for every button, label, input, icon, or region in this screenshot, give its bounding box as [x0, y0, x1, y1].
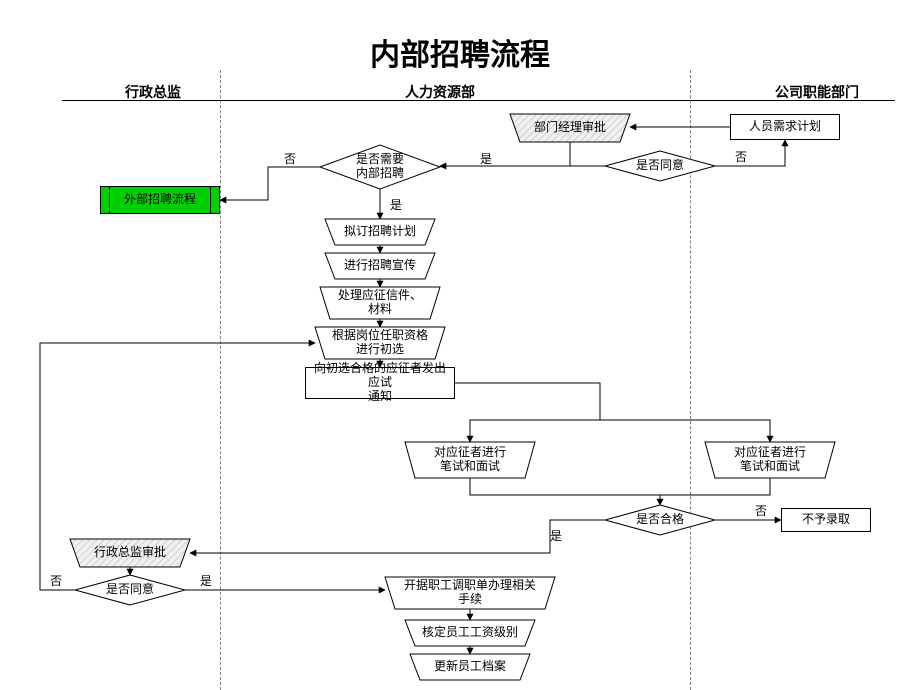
node-reject: 不予录取 [781, 508, 871, 532]
edge-label-no-4: 否 [50, 572, 62, 589]
node-label: 对应征者进行 笔试和面试 [705, 442, 835, 478]
page-title: 内部招聘流程 [0, 30, 920, 74]
node-label: 开据职工调职单办理相关 手续 [385, 577, 555, 609]
node-label: 向初选合格的应征者发出应试 通知 [310, 362, 450, 403]
node-label: 拟订招聘计划 [325, 219, 435, 245]
node-label: 核定员工工资级别 [405, 620, 535, 646]
edge-label-no-2: 否 [284, 150, 296, 167]
node-staff-plan: 人员需求计划 [730, 114, 840, 140]
edge-label-yes-2: 是 [390, 196, 402, 213]
node-label: 人员需求计划 [749, 120, 821, 134]
node-label: 根据岗位任职资格 进行初选 [315, 327, 445, 359]
lane-divider-1 [220, 70, 221, 690]
node-label: 行政总监审批 [70, 539, 190, 567]
node-label: 是否同意 [75, 575, 185, 605]
edge-label-no-3: 否 [755, 502, 767, 519]
node-label: 对应征者进行 笔试和面试 [405, 442, 535, 478]
node-notify: 向初选合格的应征者发出应试 通知 [305, 367, 455, 399]
flowchart-canvas: 内部招聘流程 行政总监 人力资源部 公司职能部门 人员需求计划 外部招聘流程 向… [0, 0, 920, 690]
node-label: 不予录取 [802, 513, 850, 527]
node-label: 外部招聘流程 [124, 193, 196, 207]
lane-header-hr: 人力资源部 [405, 82, 475, 102]
header-underline [62, 100, 895, 101]
node-label: 部门经理审批 [510, 114, 630, 142]
node-external-process: 外部招聘流程 [100, 186, 220, 214]
node-label: 是否合格 [605, 505, 715, 535]
node-label: 是否需要 内部招聘 [320, 145, 440, 189]
node-label: 处理应征信件、 材料 [320, 287, 440, 319]
node-label: 更新员工档案 [410, 654, 530, 680]
edge-label-yes-3: 是 [550, 527, 562, 544]
node-label: 是否同意 [605, 151, 715, 181]
edge-label-no-1: 否 [735, 148, 747, 165]
edge-label-yes-4: 是 [200, 572, 212, 589]
edge-label-yes-1: 是 [480, 150, 492, 167]
lane-header-dept: 公司职能部门 [775, 82, 859, 102]
lane-header-admin: 行政总监 [125, 82, 181, 102]
node-label: 进行招聘宣传 [325, 253, 435, 279]
